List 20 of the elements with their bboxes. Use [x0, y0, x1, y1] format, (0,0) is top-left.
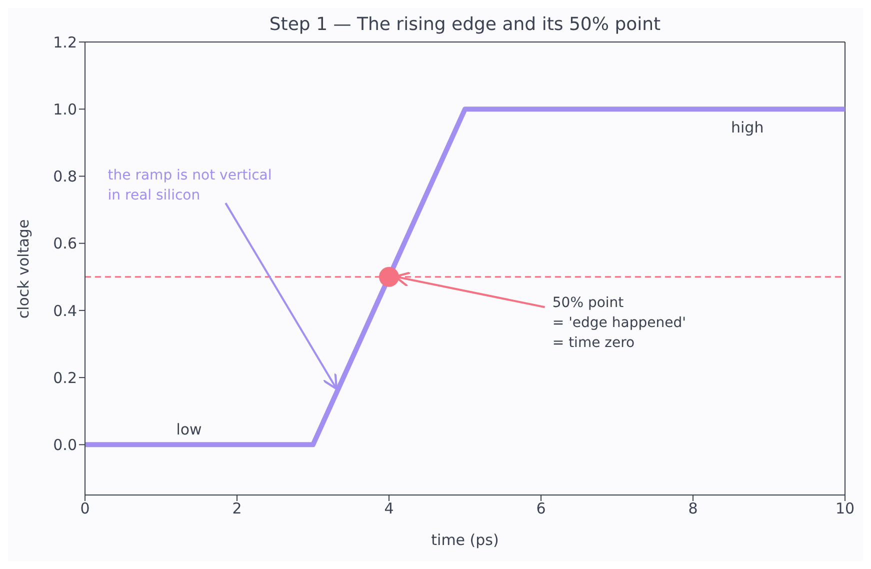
x-tick-label: 6 — [536, 500, 546, 518]
annotation: the ramp is not vertical in real silicon — [108, 168, 272, 204]
annotation: low — [176, 420, 202, 439]
y-tick-label: 1.2 — [53, 33, 77, 52]
annotation: high — [731, 118, 764, 137]
x-tick-label: 2 — [232, 500, 242, 518]
y-tick-label: 0.8 — [53, 168, 77, 186]
y-tick-label: 0.0 — [53, 436, 77, 454]
x-tick-label: 8 — [688, 500, 698, 518]
y-axis-title: clock voltage — [15, 218, 33, 318]
y-tick-label: 1.0 — [53, 100, 77, 118]
x-axis-title: time (ps) — [431, 531, 499, 549]
x-tick-label: 4 — [384, 500, 394, 518]
x-tick-label: 0 — [80, 500, 90, 518]
chart-title: Step 1 — The rising edge and its 50% point — [268, 14, 662, 35]
y-tick-label: 0.2 — [53, 368, 77, 387]
x-tick-label: 10 — [835, 500, 855, 518]
annotation: 50% point = 'edge happened' = time zero — [552, 295, 686, 352]
y-tick-label: 0.6 — [53, 234, 77, 253]
y-tick-label: 0.4 — [53, 302, 77, 320]
